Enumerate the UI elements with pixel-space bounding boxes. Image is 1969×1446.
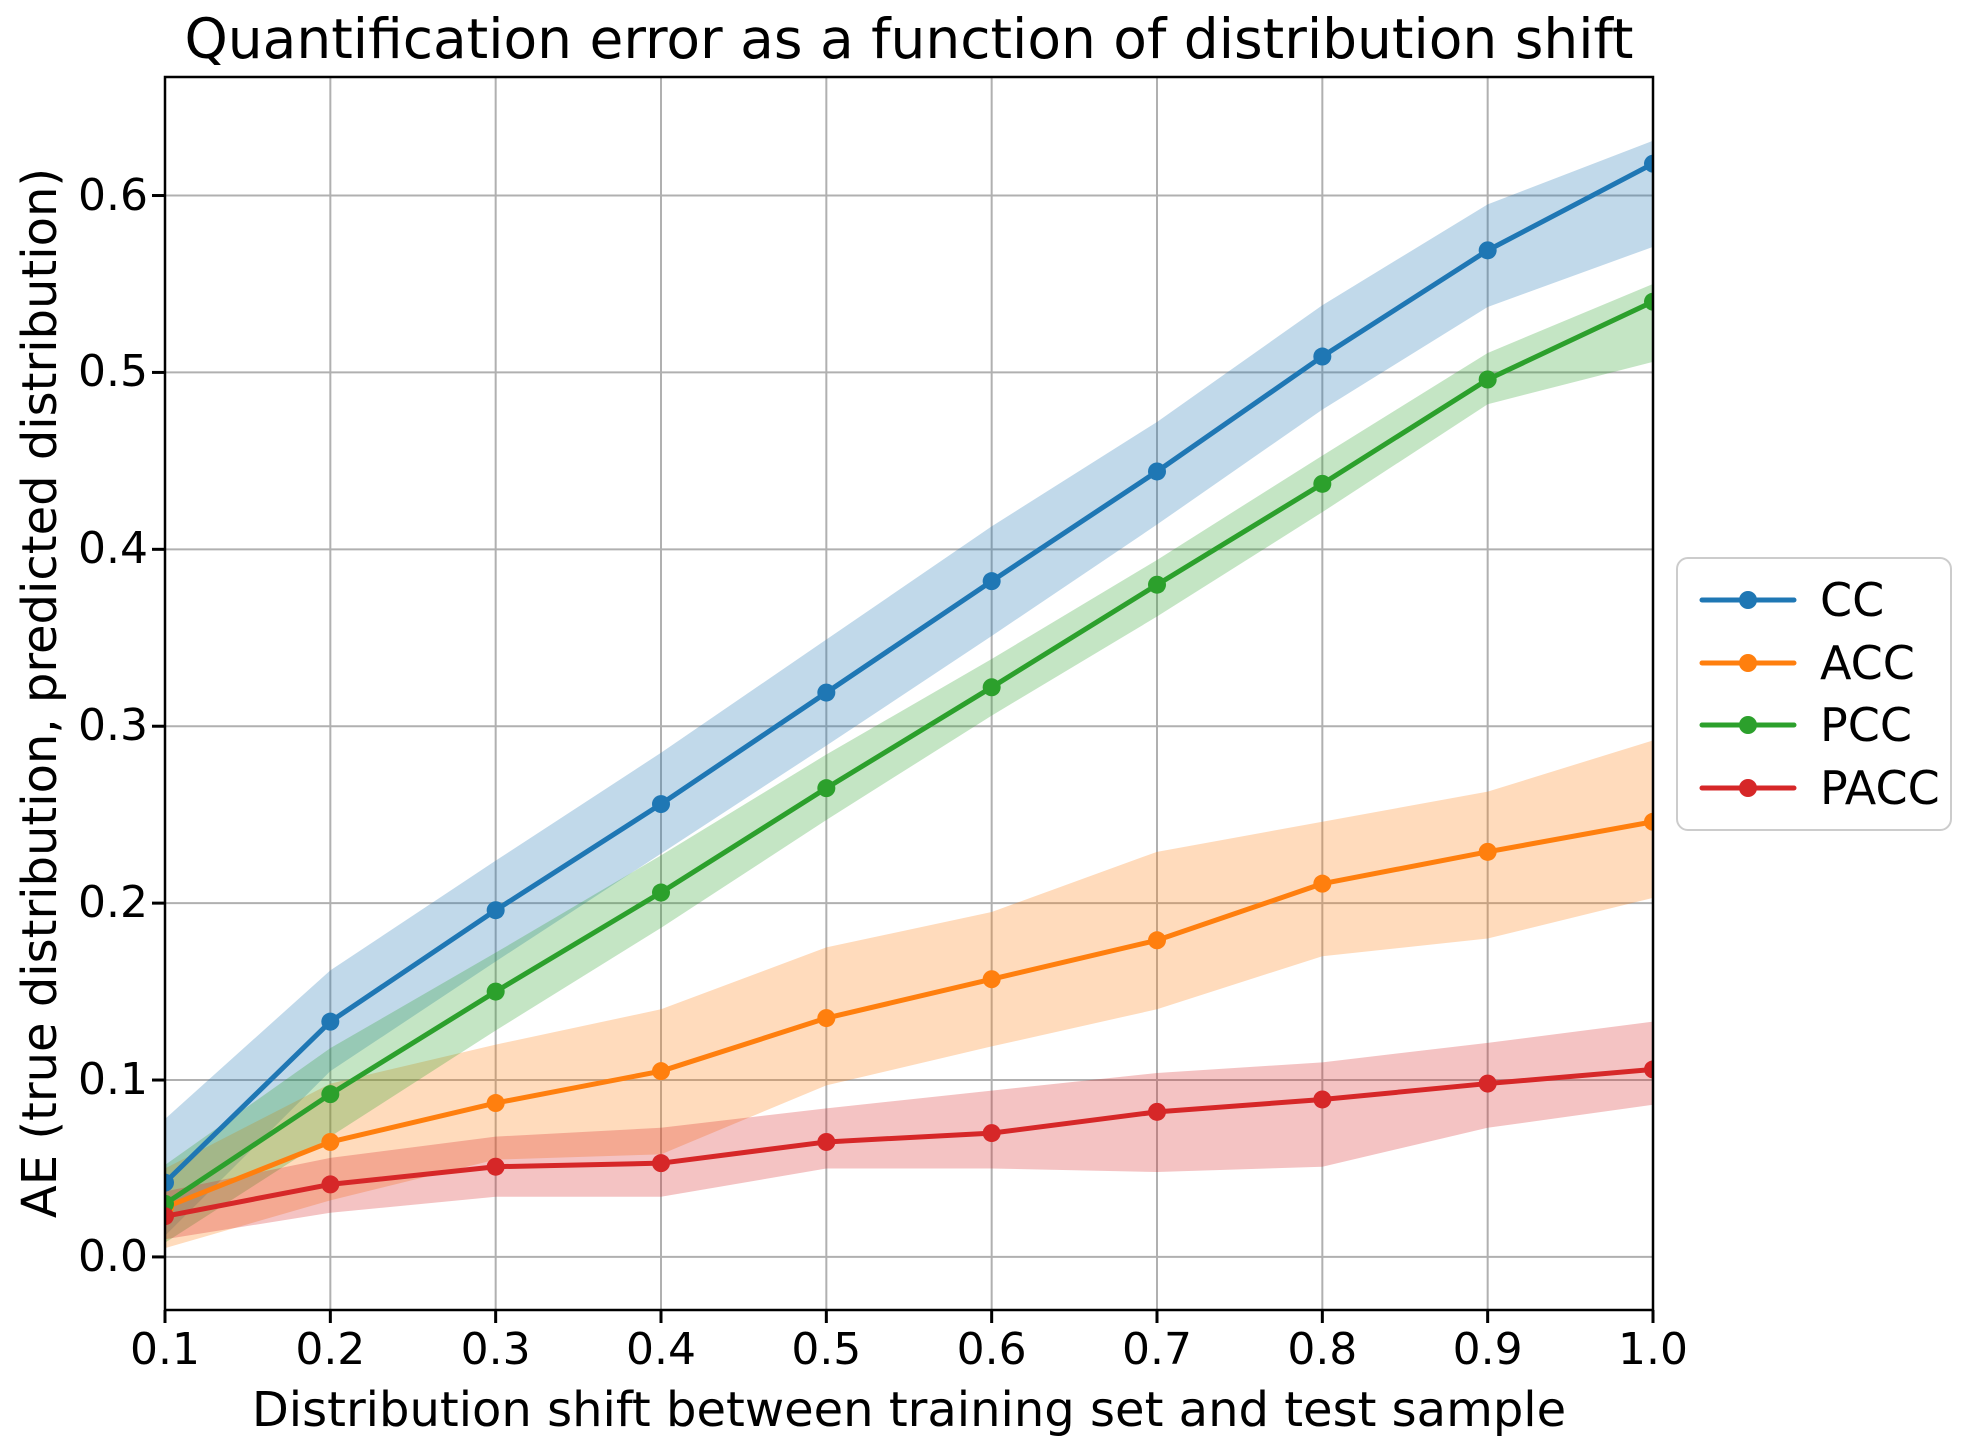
y-tick-label: 0.4 [78,523,148,575]
x-tick-label: 0.8 [1287,1324,1358,1375]
data-point-PCC [486,982,505,1001]
y-tick-label: 0.3 [78,700,148,752]
data-point-PCC [1148,575,1166,594]
data-point-CC [982,572,1001,591]
data-point-PACC [1644,1060,1653,1079]
data-point-PACC [817,1132,836,1151]
data-point-CC [165,1173,174,1192]
data-point-PCC [1644,292,1653,311]
data-point-CC [817,683,836,702]
legend: CC ACC PCC PACC [1676,557,1952,831]
y-tick-label: 0.1 [78,1054,148,1106]
x-tick-label: 0.6 [956,1324,1027,1375]
data-point-ACC [652,1062,670,1081]
legend-label: CC [1820,573,1885,628]
legend-label: ACC [1820,635,1915,690]
data-point-CC [1644,154,1653,173]
x-tick-label: 0.9 [1452,1324,1523,1375]
y-tick-label: 0.5 [78,346,148,398]
x-tick-label: 0.5 [791,1324,862,1375]
legend-label: PACC [1820,760,1940,815]
data-point-PACC [652,1154,670,1173]
data-point-ACC [1478,842,1497,861]
data-point-PACC [486,1157,505,1176]
confidence-band-ACC [165,740,1653,1249]
legend-item-CC: CC [1678,577,1950,623]
data-point-PACC [1478,1074,1497,1093]
chart-title: Quantification error as a function of di… [184,7,1634,71]
data-point-ACC [1644,812,1653,831]
series-line-PACC [165,1066,1653,1219]
data-point-PACC [982,1124,1001,1143]
y-tick-label: 0.0 [78,1230,148,1282]
legend-item-PCC: PCC [1678,702,1950,748]
confidence-band-PCC [165,283,1653,1243]
plot-border [163,75,1655,1312]
data-point-ACC [817,1009,836,1028]
x-tick-label: 0.3 [460,1324,531,1375]
data-point-CC [321,1012,340,1031]
data-point-PCC [817,779,836,798]
x-tick-label: 0.4 [626,1324,696,1375]
data-point-CC [652,795,670,814]
data-point-ACC [982,970,1001,989]
legend-line-swatch [1699,778,1797,797]
series-line-PCC [165,299,1653,1207]
series-line-ACC [165,819,1653,1210]
x-axis-label: Distribution shift between training set … [251,1382,1567,1438]
data-point-CC [486,901,505,920]
data-point-CC [1478,241,1497,260]
confidence-band-CC [165,140,1653,1236]
data-point-CC [1148,462,1166,481]
legend-item-ACC: ACC [1678,640,1950,686]
legend-line-swatch [1699,591,1797,610]
data-point-ACC [486,1094,505,1113]
data-point-PACC [1313,1090,1332,1109]
legend-item-PACC: PACC [1678,765,1950,811]
data-point-ACC [321,1132,340,1151]
data-point-PCC [1313,474,1332,493]
legend-line-swatch [1699,653,1797,672]
series-line-CC [165,161,1653,1186]
data-point-ACC [1148,931,1166,950]
data-point-PCC [982,678,1001,697]
data-point-PCC [1478,370,1497,389]
data-point-PCC [321,1085,340,1104]
x-tick-label: 0.7 [1122,1324,1192,1375]
y-tick-label: 0.2 [78,877,148,929]
data-point-PCC [652,883,670,902]
y-tick-label: 0.6 [78,169,148,221]
data-point-PACC [165,1207,174,1226]
data-point-ACC [1313,874,1332,893]
data-point-PACC [1148,1102,1166,1121]
data-point-PACC [321,1175,340,1194]
data-point-CC [1313,347,1332,366]
x-tick-label: 1.0 [1618,1324,1688,1375]
legend-label: PCC [1820,698,1912,753]
legend-line-swatch [1699,716,1797,735]
x-tick-label: 0.1 [130,1324,200,1375]
confidence-band-PACC [165,1021,1653,1240]
x-tick-label: 0.2 [295,1324,366,1375]
